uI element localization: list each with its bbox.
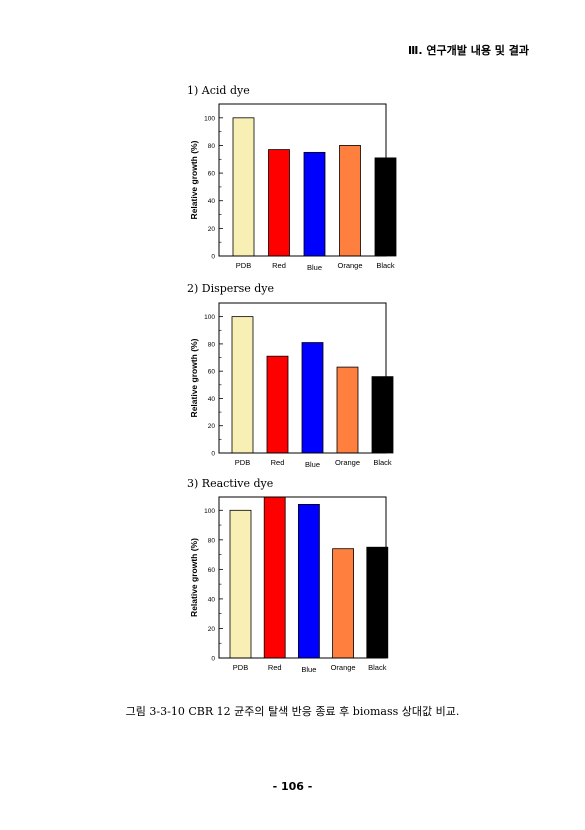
x-tick-label: Red [272, 261, 286, 270]
y-tick-label: 0 [211, 254, 215, 261]
plot-frame [218, 302, 387, 454]
chart-3-title: 3) Reactive dye [187, 477, 274, 490]
y-tick-label: 20 [208, 626, 216, 633]
y-tick-label: 40 [208, 596, 216, 603]
x-tick-label: Red [271, 458, 285, 467]
bar-red [266, 355, 289, 454]
y-tick-label: 80 [208, 341, 216, 348]
y-axis-label: Relative growth (%) [189, 140, 199, 219]
section-header: Ⅲ. 연구개발 내용 및 결과 [408, 44, 529, 57]
figure-caption: 그림 3-3-10 CBR 12 균주의 탈색 반응 종료 후 biomass … [125, 705, 460, 718]
chart-1-title: 1) Acid dye [187, 84, 250, 97]
x-tick-label: Black [368, 663, 387, 672]
bar-blue [303, 151, 326, 257]
bar-orange [339, 145, 361, 257]
bar-pdb [232, 117, 255, 257]
y-tick-label: 100 [204, 314, 215, 321]
x-tick-label: PDB [235, 458, 250, 467]
reactive-dye-chart: 0 20 40 60 80 100 PDB Red Blue Orange Black Relativ… [189, 496, 389, 674]
x-tick-label: Black [373, 458, 392, 467]
x-tick-label: Blue [305, 460, 320, 469]
bar-pdb [229, 509, 252, 659]
x-tick-label: Red [268, 663, 282, 672]
acid-dye-chart: 0 20 40 60 80 100 PDB Red Blue Orange Black Relativ… [189, 103, 397, 272]
y-tick-label: 40 [208, 396, 216, 403]
x-tick-label: Blue [307, 263, 322, 272]
x-tick-label: Orange [335, 458, 360, 467]
y-tick-label: 0 [211, 656, 215, 663]
y-tick-label: 0 [211, 451, 215, 458]
y-tick-label: 80 [208, 537, 216, 544]
chart-2-title: 2) Disperse dye [187, 282, 274, 295]
y-tick-label: 60 [208, 171, 216, 178]
plot-frame [218, 103, 387, 257]
bar-red [268, 149, 290, 257]
y-axis-label: Relative growth (%) [189, 338, 199, 417]
y-tick-label: 60 [208, 369, 216, 376]
bar-blue [297, 503, 320, 659]
y-tick-label: 100 [204, 508, 215, 515]
page-number: - 106 - [272, 780, 313, 793]
y-axis-label: Relative growth (%) [189, 538, 199, 617]
x-tick-label: Black [376, 261, 395, 270]
y-tick-label: 80 [208, 143, 216, 150]
bar-orange [336, 366, 359, 454]
x-tick-label: Orange [331, 663, 356, 672]
x-tick-label: PDB [236, 261, 251, 270]
y-tick-label: 20 [208, 423, 216, 430]
y-tick-label: 20 [208, 226, 216, 233]
x-tick-label: Orange [337, 261, 362, 270]
disperse-dye-chart: 0 20 40 60 80 100 PDB Red Blue Orange Black Relativ… [189, 302, 394, 469]
bar-blue [301, 342, 324, 454]
x-tick-label: Blue [301, 665, 316, 674]
plot-frame [218, 496, 387, 659]
y-tick-label: 40 [208, 198, 216, 205]
bar-black [371, 376, 394, 454]
bar-black [366, 546, 389, 659]
x-tick-label: PDB [233, 663, 248, 672]
y-tick-label: 100 [204, 115, 215, 122]
y-tick-label: 60 [208, 567, 216, 574]
bar-red [263, 496, 286, 659]
bar-orange [332, 548, 355, 659]
bar-pdb [231, 316, 254, 454]
